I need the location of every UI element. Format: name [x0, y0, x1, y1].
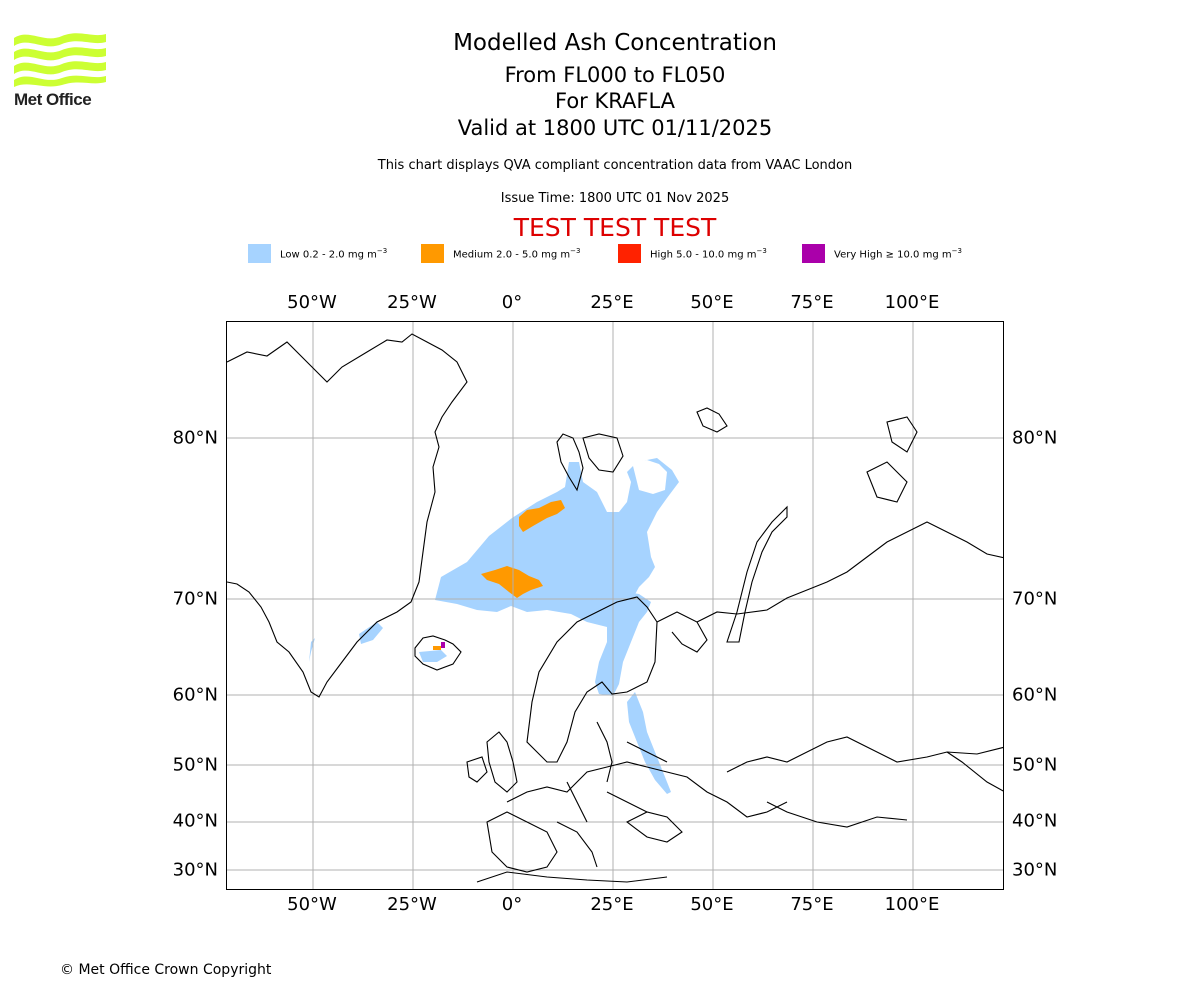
ash-very-high-area [441, 642, 445, 648]
lon-tick-top: 100°E [884, 292, 940, 313]
lat-tick-right: 80°N [1012, 427, 1058, 449]
ash-low-areas [309, 458, 679, 794]
lat-tick-right: 60°N [1012, 684, 1058, 706]
lat-tick-right: 70°N [1012, 588, 1058, 610]
legend-label-very-high: Very High ≥ 10.0 mg m [834, 249, 952, 261]
lon-tick-top: 25°W [387, 292, 437, 313]
chart-title: Modelled Ash Concentration [453, 30, 777, 56]
logo-text: Met Office [14, 90, 92, 109]
legend-label-medium: Medium 2.0 - 5.0 mg m [453, 249, 571, 261]
lon-tick-bottom: 75°E [790, 894, 834, 915]
flight-level-range: From FL000 to FL050 [504, 63, 726, 87]
lon-tick-bottom: 50°E [690, 894, 734, 915]
lon-tick-top: 25°E [590, 292, 634, 313]
map-canvas [227, 322, 1003, 889]
lon-tick-bottom: 25°W [387, 894, 437, 915]
issue-time: Issue Time: 1800 UTC 01 Nov 2025 [500, 191, 730, 206]
legend-label-low: Low 0.2 - 2.0 mg m [280, 249, 377, 261]
lon-tick-bottom: 25°E [590, 894, 634, 915]
ash-map[interactable] [226, 321, 1004, 890]
legend-swatch-high [618, 244, 641, 263]
lat-tick-left: 50°N [172, 754, 218, 776]
lon-tick-top: 75°E [790, 292, 834, 313]
lon-tick-bottom: 100°E [884, 894, 940, 915]
legend-swatch-low [248, 244, 271, 263]
met-office-waves-icon [14, 33, 106, 87]
lat-tick-left: 80°N [172, 427, 218, 449]
legend-item-high: High 5.0 - 10.0 mg m−3 [618, 244, 767, 263]
lon-tick-top: 50°W [287, 292, 337, 313]
lat-tick-right: 30°N [1012, 859, 1058, 881]
legend-swatch-very-high [802, 244, 825, 263]
chart-subtitle: This chart displays QVA compliant concen… [377, 158, 853, 173]
lon-tick-top: 50°E [690, 292, 734, 313]
legend-item-low: Low 0.2 - 2.0 mg m−3 [248, 244, 387, 263]
lat-tick-left: 60°N [172, 684, 218, 706]
legend-item-very-high: Very High ≥ 10.0 mg m−3 [802, 244, 962, 263]
lon-tick-bottom: 50°W [287, 894, 337, 915]
valid-time: Valid at 1800 UTC 01/11/2025 [457, 116, 773, 140]
copyright-footer: © Met Office Crown Copyright [60, 962, 272, 978]
lat-tick-right: 50°N [1012, 754, 1058, 776]
lat-tick-left: 30°N [172, 859, 218, 881]
volcano-name: For KRAFLA [555, 89, 675, 113]
lat-tick-left: 70°N [172, 588, 218, 610]
test-banner: TEST TEST TEST [513, 213, 717, 242]
lon-tick-top: 0° [501, 292, 523, 313]
legend-item-medium: Medium 2.0 - 5.0 mg m−3 [421, 244, 580, 263]
coastlines [227, 333, 1003, 883]
met-office-logo [14, 30, 109, 112]
lat-tick-right: 40°N [1012, 810, 1058, 832]
lat-tick-left: 40°N [172, 810, 218, 832]
legend-swatch-medium [421, 244, 444, 263]
legend-label-high: High 5.0 - 10.0 mg m [650, 249, 757, 261]
ash-medium-areas [433, 500, 565, 650]
lon-tick-bottom: 0° [501, 894, 523, 915]
